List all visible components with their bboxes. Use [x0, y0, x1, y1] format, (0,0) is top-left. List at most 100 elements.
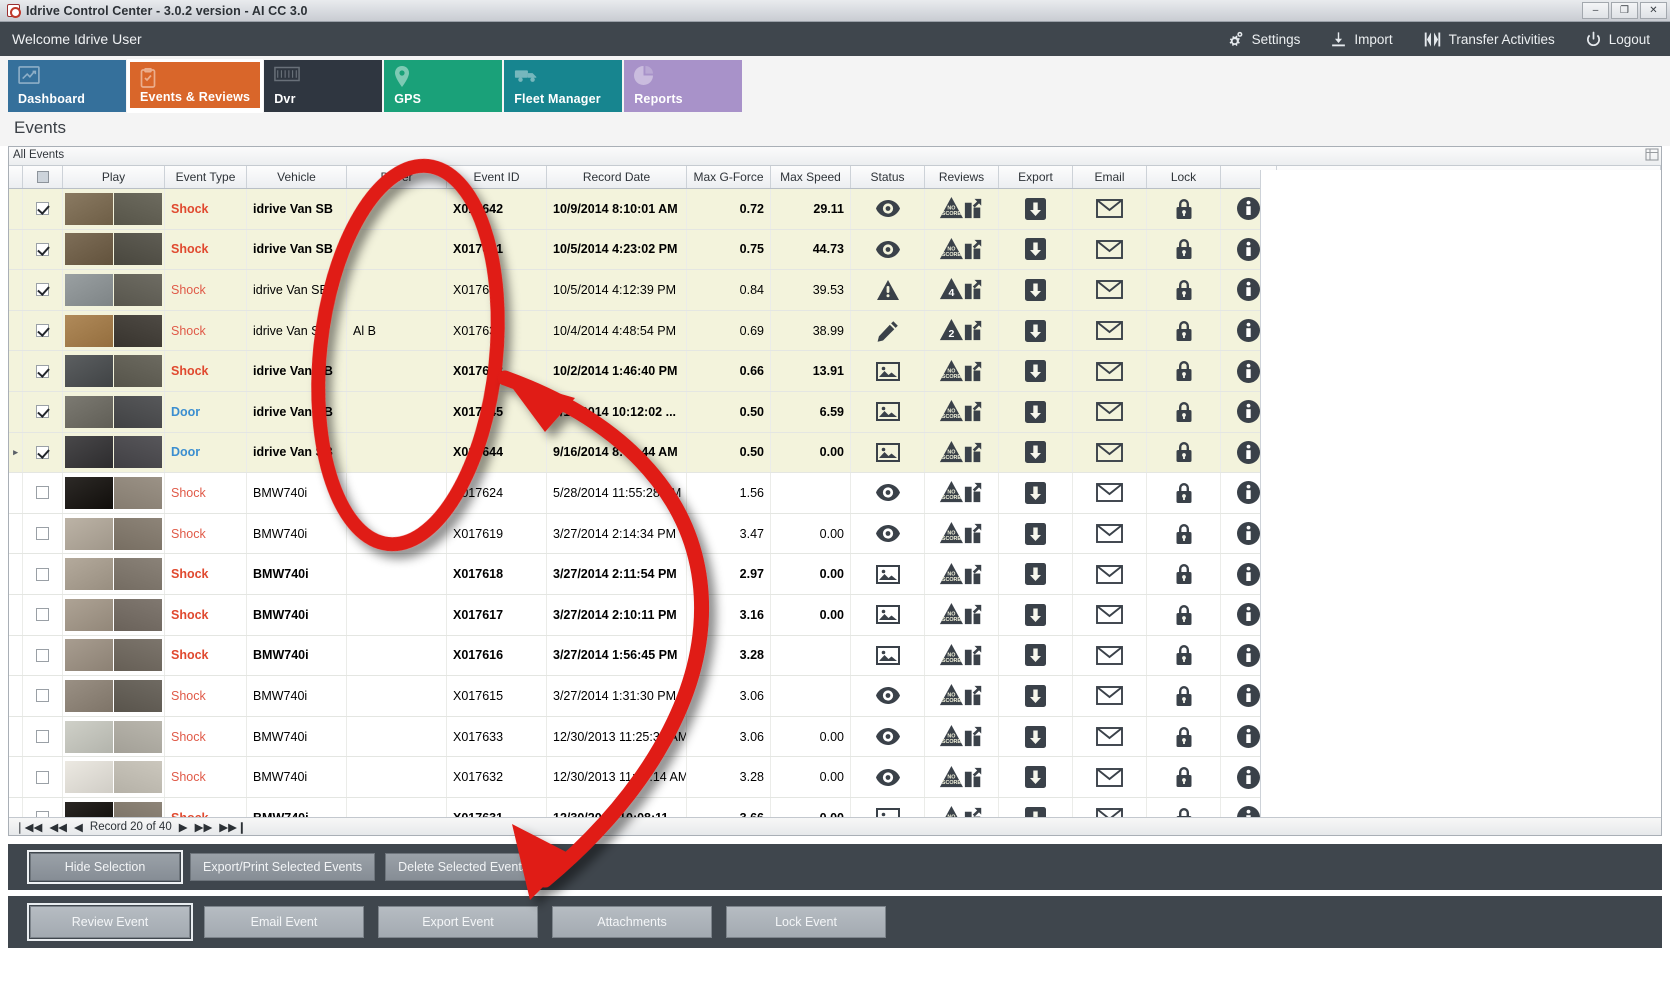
nav-tile-events-reviews[interactable]: Events & Reviews — [126, 59, 264, 113]
nav-tile-dashboard[interactable]: Dashboard — [8, 60, 126, 112]
grid-header-export[interactable]: Export — [999, 166, 1073, 188]
grid-header-event_type[interactable]: Event Type — [165, 166, 247, 188]
row-checkbox[interactable] — [23, 229, 63, 270]
row-checkbox[interactable] — [23, 351, 63, 391]
minimize-button[interactable]: – — [1582, 2, 1609, 19]
row-export-icon[interactable] — [999, 270, 1073, 310]
row-checkbox[interactable] — [23, 554, 63, 594]
row-checkbox[interactable] — [23, 391, 63, 432]
export-print-selected-events-button[interactable]: Export/Print Selected Events — [190, 853, 376, 881]
attachments-button[interactable]: Attachments — [552, 906, 712, 938]
grid-header-email[interactable]: Email — [1073, 166, 1147, 188]
row-checkbox[interactable] — [23, 310, 63, 351]
nav-tile-dvr[interactable]: Dvr — [264, 60, 383, 112]
row-play-thumbnails[interactable] — [63, 635, 165, 676]
grid-header-record_date[interactable]: Record Date — [547, 166, 687, 188]
row-export-icon[interactable] — [999, 310, 1073, 351]
row-checkbox[interactable] — [23, 473, 63, 513]
row-checkbox[interactable] — [23, 513, 63, 554]
grid-header-vehicle[interactable]: Vehicle — [247, 166, 347, 188]
row-status-warning-icon[interactable] — [851, 270, 925, 310]
nav-tile-reports[interactable]: Reports — [624, 60, 743, 112]
row-checkbox[interactable] — [23, 716, 63, 757]
grid-filter-bar[interactable]: All Events — [9, 147, 1661, 166]
row-lock-icon[interactable] — [1147, 229, 1221, 270]
row-email-icon[interactable] — [1073, 635, 1147, 676]
email-event-button[interactable]: Email Event — [204, 906, 364, 938]
pager-last-button[interactable]: ▶▶❙ — [219, 821, 247, 834]
row-export-icon[interactable] — [999, 473, 1073, 513]
grid-settings-icon[interactable] — [1645, 148, 1659, 162]
lock-event-button[interactable]: Lock Event — [726, 906, 886, 938]
row-reviews-score-icon[interactable]: 2 — [925, 310, 999, 351]
grid-header-lock[interactable]: Lock — [1147, 166, 1221, 188]
review-event-button[interactable]: Review Event — [27, 903, 193, 941]
row-email-icon[interactable] — [1073, 351, 1147, 391]
row-status-image-icon[interactable] — [851, 391, 925, 432]
logout-menu-item[interactable]: Logout — [1585, 31, 1650, 48]
row-reviews-score-icon[interactable]: 4 — [925, 270, 999, 310]
row-play-thumbnails[interactable] — [63, 351, 165, 391]
import-menu-item[interactable]: Import — [1330, 31, 1393, 48]
row-status-eye-icon[interactable] — [851, 676, 925, 716]
row-email-icon[interactable] — [1073, 594, 1147, 635]
row-lock-icon[interactable] — [1147, 310, 1221, 351]
row-play-thumbnails[interactable] — [63, 270, 165, 310]
row-play-thumbnails[interactable] — [63, 473, 165, 513]
row-checkbox[interactable] — [23, 432, 63, 473]
row-status-image-icon[interactable] — [851, 351, 925, 391]
row-play-thumbnails[interactable] — [63, 716, 165, 757]
row-lock-icon[interactable] — [1147, 676, 1221, 716]
pager-prev-button[interactable]: ◀ — [74, 821, 83, 834]
row-checkbox[interactable] — [23, 797, 63, 817]
row-status-image-icon[interactable] — [851, 635, 925, 676]
row-email-icon[interactable] — [1073, 270, 1147, 310]
row-status-pencil-icon[interactable] — [851, 310, 925, 351]
row-export-icon[interactable] — [999, 797, 1073, 817]
maximize-button[interactable]: ❐ — [1611, 2, 1638, 19]
nav-tile-fleet-manager[interactable]: Fleet Manager — [504, 60, 623, 112]
pager-next-page-button[interactable]: ▶▶ — [194, 821, 213, 834]
row-checkbox[interactable] — [23, 594, 63, 635]
delete-selected-events-button[interactable]: Delete Selected Events — [385, 853, 542, 881]
row-play-thumbnails[interactable] — [63, 797, 165, 817]
row-play-thumbnails[interactable] — [63, 391, 165, 432]
row-play-thumbnails[interactable] — [63, 554, 165, 594]
row-lock-icon[interactable] — [1147, 716, 1221, 757]
pager-prev-page-button[interactable]: ◀◀ — [49, 821, 68, 834]
grid-header-event_id[interactable]: Event ID — [447, 166, 547, 188]
row-export-icon[interactable] — [999, 351, 1073, 391]
row-lock-icon[interactable] — [1147, 594, 1221, 635]
grid-header-reviews[interactable]: Reviews — [925, 166, 999, 188]
row-status-eye-icon[interactable] — [851, 716, 925, 757]
row-status-eye-icon[interactable] — [851, 513, 925, 554]
row-lock-icon[interactable] — [1147, 797, 1221, 817]
row-status-eye-icon[interactable] — [851, 473, 925, 513]
row-status-image-icon[interactable] — [851, 797, 925, 817]
row-checkbox[interactable] — [23, 635, 63, 676]
row-lock-icon[interactable] — [1147, 635, 1221, 676]
row-export-icon[interactable] — [999, 757, 1073, 797]
row-email-icon[interactable] — [1073, 229, 1147, 270]
nav-tile-gps[interactable]: GPS — [384, 60, 503, 112]
hide-selection-button[interactable]: Hide Selection — [27, 850, 183, 884]
row-lock-icon[interactable] — [1147, 473, 1221, 513]
row-email-icon[interactable] — [1073, 554, 1147, 594]
row-export-icon[interactable] — [999, 189, 1073, 229]
row-export-icon[interactable] — [999, 554, 1073, 594]
row-lock-icon[interactable] — [1147, 554, 1221, 594]
row-email-icon[interactable] — [1073, 391, 1147, 432]
row-play-thumbnails[interactable] — [63, 310, 165, 351]
row-info-icon[interactable] — [1221, 757, 1277, 797]
grid-header-driver[interactable]: Driver — [347, 166, 447, 188]
row-lock-icon[interactable] — [1147, 189, 1221, 229]
row-export-icon[interactable] — [999, 676, 1073, 716]
